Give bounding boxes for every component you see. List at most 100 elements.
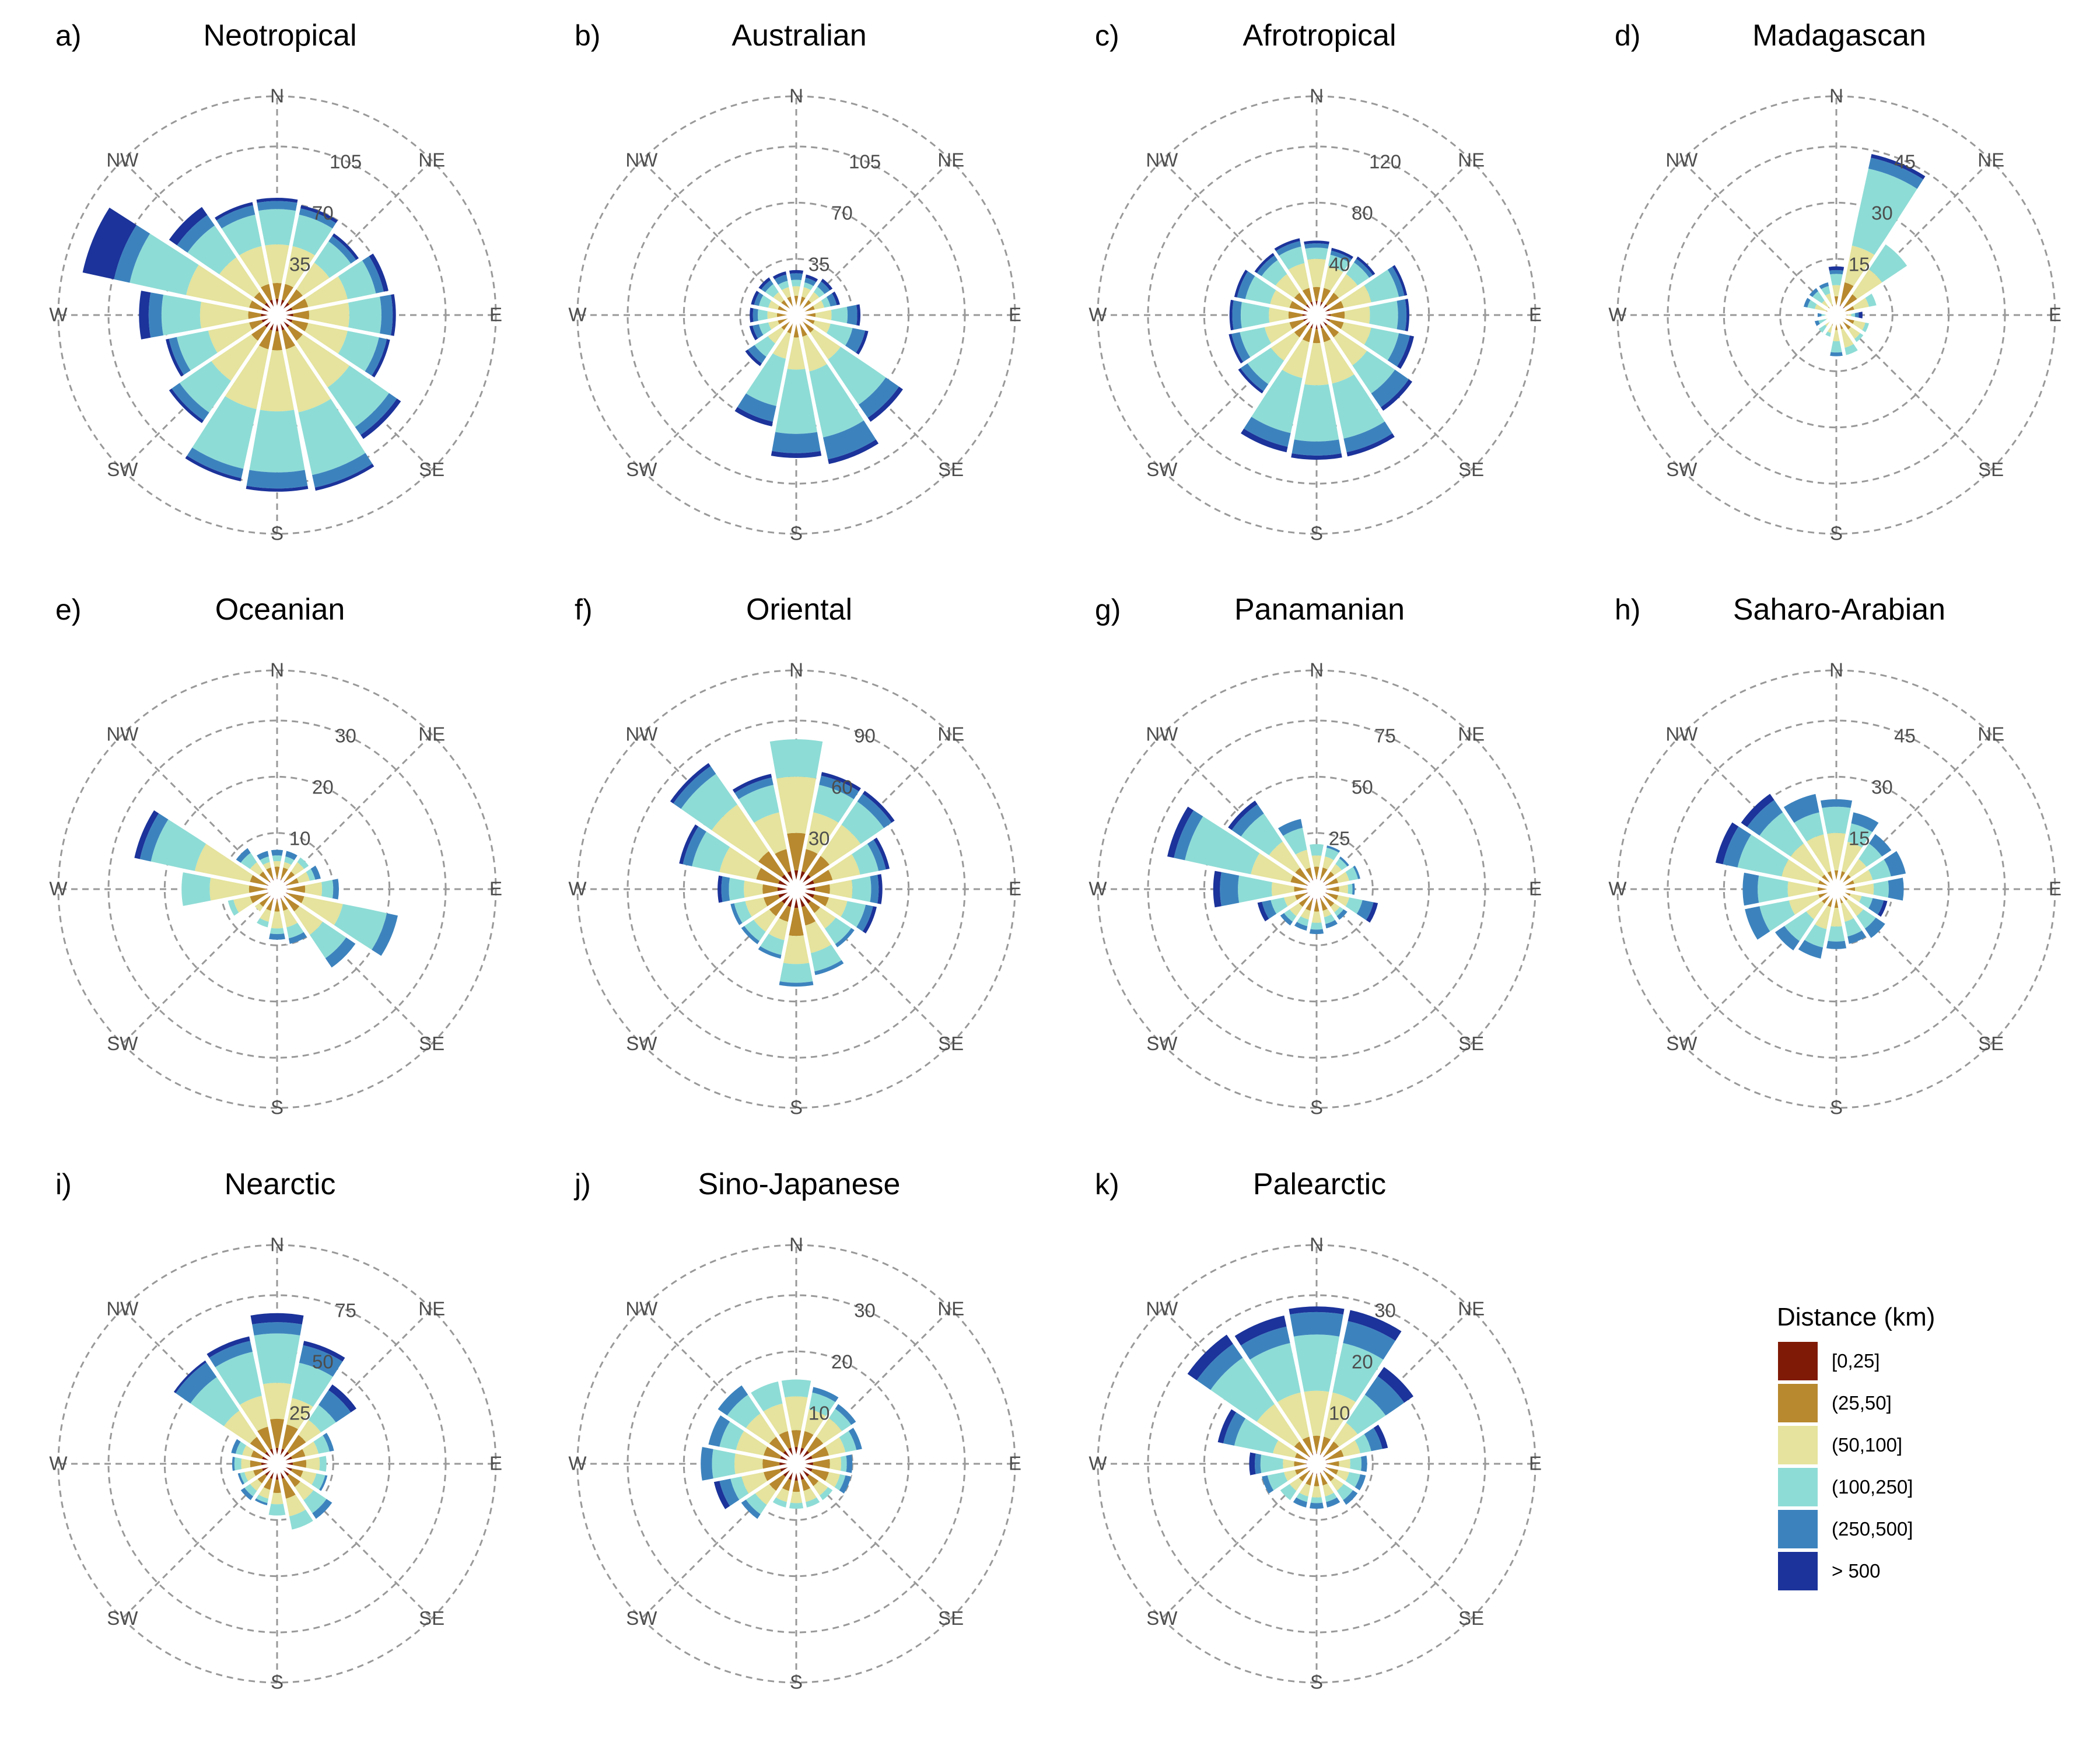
bar-segment-ne-class-3 (1332, 1422, 1359, 1448)
bar-separator (1835, 314, 1846, 356)
bar-segment-nne-class-6 (300, 205, 338, 223)
bar-segment-s-class-5 (1308, 929, 1325, 935)
direction-label-n: N (1310, 85, 1324, 107)
bar-segment-wnw-class-4 (1245, 275, 1277, 305)
bar-segment-wnw-class-4 (235, 1440, 247, 1456)
bar-segment-e-class-6 (391, 294, 396, 336)
bar-segment-ene-class-3 (1852, 869, 1873, 886)
bar-separator (275, 1340, 304, 1464)
bar-separator (1803, 306, 1837, 317)
bars (1228, 237, 1415, 460)
bar-segment-nw-class-2 (758, 851, 786, 879)
legend-label: [0,25] (1832, 1350, 1880, 1372)
bar-segment-e-class-4 (1873, 880, 1889, 898)
bars (667, 739, 897, 987)
bar-segment-ne-class-3 (807, 291, 820, 305)
bar-segment-ne-class-5 (318, 1390, 351, 1423)
bar-segment-se-class-5 (312, 1498, 332, 1519)
bar-segment-sw-class-3 (1270, 331, 1301, 362)
bar-segment-nw-class-3 (1790, 842, 1826, 879)
bar-segment-e-class-4 (831, 306, 848, 324)
direction-label-nw: NW (625, 149, 658, 171)
bar-segment-nw-class-2 (1293, 1440, 1310, 1457)
bars (1166, 798, 1379, 935)
direction-label-e: E (1529, 304, 1542, 326)
bar-segment-nne-class-6 (821, 772, 861, 792)
direction-label-ne: NE (937, 1298, 964, 1320)
bar-segment-ese-class-6 (862, 905, 877, 934)
bar-segment-ese-class-3 (812, 319, 831, 334)
bar-segment-wnw-class-6 (751, 289, 760, 306)
bar-segment-nne-class-3 (1322, 1392, 1356, 1440)
direction-label-e: E (489, 878, 502, 900)
bar-segment-ssw-class-4 (1295, 1492, 1310, 1502)
bar-segment-nnw-class-3 (780, 286, 792, 299)
bar-segment-ese-class-5 (365, 337, 387, 376)
bar-separator (1250, 1462, 1317, 1479)
bar-separator (1835, 291, 1872, 317)
bar-segment-s-class-4 (269, 928, 285, 935)
direction-label-w: W (1088, 1453, 1107, 1474)
bar-segment-se-class-3 (293, 905, 324, 936)
bar-segment-wnw-class-5 (230, 1438, 242, 1455)
bar-separator (1821, 889, 1838, 960)
bar-separator (786, 270, 798, 316)
bar-separator (786, 1463, 798, 1509)
bar-segment-wnw-class-4 (130, 233, 199, 295)
direction-label-s: S (271, 1097, 284, 1118)
bar-segment-ene-class-4 (338, 260, 376, 300)
bar-segment-w-class-4 (1240, 302, 1270, 328)
bar-separator (796, 887, 878, 907)
panel-title: Australian (732, 19, 866, 53)
bar-segment-sw-class-3 (753, 908, 777, 932)
bar-segment-e-class-3 (829, 1456, 842, 1472)
ring-value-label: 75 (335, 1300, 356, 1321)
bar-segment-nw-class-4 (1759, 812, 1804, 857)
legend-label: (50,100] (1832, 1434, 1902, 1456)
bar-separator (1285, 1314, 1318, 1464)
bar-segment-wnw-class-4 (719, 1421, 744, 1451)
bar-segment-wsw-class-5 (1745, 905, 1770, 940)
direction-label-e: E (489, 1453, 502, 1474)
direction-label-w: W (1608, 304, 1627, 326)
bar-segment-n-class-5 (1820, 799, 1853, 808)
bar-segment-nw-class-3 (223, 1410, 258, 1445)
bar-segment-n-class-4 (1829, 274, 1844, 286)
bar-segment-wnw-class-3 (194, 844, 254, 883)
legend-swatch (1778, 1342, 1818, 1380)
bar-segment-ne-class-6 (1356, 256, 1376, 276)
bar-segment-ene-class-5 (362, 256, 384, 293)
bar-segment-ssw-class-5 (1244, 417, 1291, 447)
bar-segment-nnw-class-4 (751, 1381, 783, 1412)
bar-separator (1262, 314, 1318, 396)
bar-segment-se-class-5 (355, 393, 397, 435)
bar-segment-ese-class-6 (1396, 335, 1415, 369)
bar-segment-wnw-class-5 (1174, 810, 1203, 861)
ring-value-label: 70 (312, 202, 334, 224)
bar-separator (1835, 888, 1870, 937)
bar-segment-wsw-class-3 (745, 896, 768, 918)
bar-segment-nne-class-3 (1321, 856, 1335, 870)
bar-segment-nw-class-3 (1268, 841, 1301, 874)
bar-segment-ne-class-5 (1353, 258, 1373, 278)
bar-separator (678, 863, 797, 891)
bar-segment-nnw-class-4 (1250, 1342, 1301, 1403)
bar-segment-w-class-4 (712, 1449, 736, 1479)
bar-segment-nnw-class-3 (754, 812, 788, 855)
bar-separator (1757, 887, 1838, 943)
bar-separator (1315, 314, 1347, 457)
bar-segment-ese-class-3 (1335, 894, 1350, 908)
bar-segment-n-class-3 (784, 1396, 808, 1431)
bar-segment-nnw-class-5 (734, 777, 774, 799)
bar-segment-se-class-5 (325, 937, 356, 968)
bar-separator (1315, 247, 1332, 316)
bar-segment-ene-class-4 (1364, 270, 1399, 303)
bar-separator (1714, 863, 1837, 891)
bar-segment-sw-class-6 (744, 349, 762, 367)
bar-segment-ssw-class-3 (772, 331, 792, 359)
bar-segment-ssw-class-3 (225, 344, 270, 410)
bar-segment-nw-class-6 (1187, 1334, 1233, 1380)
bar-separator (166, 240, 278, 317)
direction-label-sw: SW (107, 1607, 138, 1629)
bar-segment-e-class-5 (1352, 882, 1355, 896)
